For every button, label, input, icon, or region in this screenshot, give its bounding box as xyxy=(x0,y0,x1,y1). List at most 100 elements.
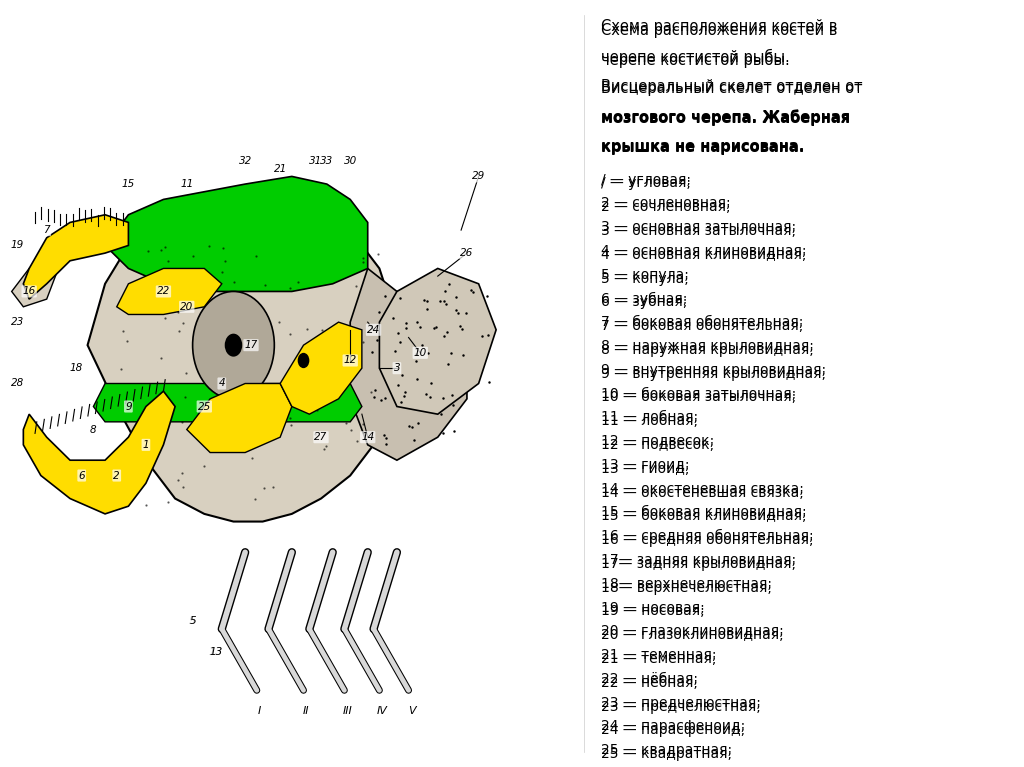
Text: 7 — боковая обонятельная;: 7 — боковая обонятельная; xyxy=(601,315,804,329)
Text: 11 — лобная;: 11 — лобная; xyxy=(601,410,698,424)
Text: 18— верхнечелюстная;: 18— верхнечелюстная; xyxy=(601,581,772,594)
Text: 24 — парасфеноид;: 24 — парасфеноид; xyxy=(601,723,745,737)
Text: 4: 4 xyxy=(218,378,225,389)
Text: 10 — боковая затылочная;: 10 — боковая затылочная; xyxy=(601,390,797,404)
Text: 3: 3 xyxy=(393,363,400,374)
Text: 25: 25 xyxy=(198,401,211,412)
Text: 28: 28 xyxy=(11,378,25,389)
Polygon shape xyxy=(105,176,368,291)
Text: 18— верхнечелюстная;: 18— верхнечелюстная; xyxy=(601,577,772,591)
Text: 8 — наружная крыловидная;: 8 — наружная крыловидная; xyxy=(601,343,814,357)
Text: 10 — боковая затылочная;: 10 — боковая затылочная; xyxy=(601,387,797,400)
Text: I: I xyxy=(258,706,261,716)
Text: 15: 15 xyxy=(122,179,135,189)
Text: 14 — окостеневшая связка;: 14 — окостеневшая связка; xyxy=(601,482,804,495)
Text: 17— задняя крыловидная;: 17— задняя крыловидная; xyxy=(601,557,797,571)
Text: 21 — теменная;: 21 — теменная; xyxy=(601,648,717,662)
Text: 16 — средняя обонятельная;: 16 — средняя обонятельная; xyxy=(601,533,814,547)
Circle shape xyxy=(298,353,309,368)
Text: 22 — нёбная;: 22 — нёбная; xyxy=(601,676,698,690)
Text: IV: IV xyxy=(377,706,388,716)
Polygon shape xyxy=(117,268,222,314)
Text: 16: 16 xyxy=(23,286,36,297)
Polygon shape xyxy=(93,384,361,422)
Text: 25 — квадратная;: 25 — квадратная; xyxy=(601,743,732,757)
Polygon shape xyxy=(186,384,292,453)
Text: 18: 18 xyxy=(70,363,83,374)
Text: 6 — зубная;: 6 — зубная; xyxy=(601,291,688,305)
Text: III: III xyxy=(342,706,352,716)
Text: 12 — подвесок;: 12 — подвесок; xyxy=(601,434,715,448)
Polygon shape xyxy=(24,215,128,299)
Text: 25 — квадратная;: 25 — квадратная; xyxy=(601,747,732,761)
Circle shape xyxy=(224,334,243,357)
Text: 15 — боковая клиновидная;: 15 — боковая клиновидная; xyxy=(601,505,807,519)
Polygon shape xyxy=(11,253,58,307)
Polygon shape xyxy=(281,322,361,414)
Text: Схема расположения костей в: Схема расположения костей в xyxy=(601,19,838,35)
Text: 1: 1 xyxy=(142,439,150,450)
Text: мозгового черепа. Жаберная: мозгового черепа. Жаберная xyxy=(601,110,850,127)
Text: 13 — гиоид;: 13 — гиоид; xyxy=(601,458,690,472)
Text: 5 — копула;: 5 — копула; xyxy=(601,272,689,285)
Text: 3 — основная затылочная;: 3 — основная затылочная; xyxy=(601,224,797,238)
Polygon shape xyxy=(350,268,467,460)
Polygon shape xyxy=(379,268,496,414)
Text: 31: 31 xyxy=(308,156,322,166)
Text: 4 — основная клиновидная;: 4 — основная клиновидная; xyxy=(601,248,807,262)
Text: 4 — основная клиновидная;: 4 — основная клиновидная; xyxy=(601,244,807,258)
Text: II: II xyxy=(303,706,309,716)
Text: 19 — носовая;: 19 — носовая; xyxy=(601,601,706,614)
Text: 24 — парасфеноид;: 24 — парасфеноид; xyxy=(601,719,745,733)
Text: V: V xyxy=(408,706,416,716)
Text: Висцеральный скелет отделен от: Висцеральный скелет отделен от xyxy=(601,81,863,97)
Text: 17— задняя крыловидная;: 17— задняя крыловидная; xyxy=(601,553,797,567)
Text: 29: 29 xyxy=(472,171,485,182)
Text: 13 — гиоид;: 13 — гиоид; xyxy=(601,462,690,476)
Text: 15 — боковая клиновидная;: 15 — боковая клиновидная; xyxy=(601,509,807,523)
Text: 8: 8 xyxy=(90,424,96,435)
Circle shape xyxy=(193,291,274,399)
Text: 2: 2 xyxy=(114,470,120,481)
Text: 26: 26 xyxy=(461,248,473,258)
Text: 24: 24 xyxy=(367,324,380,335)
Text: 9: 9 xyxy=(125,401,132,412)
Text: 20: 20 xyxy=(180,301,194,312)
Text: 30: 30 xyxy=(344,156,356,166)
Text: 22 — нёбная;: 22 — нёбная; xyxy=(601,672,698,686)
Text: 13: 13 xyxy=(209,647,222,657)
Text: 22: 22 xyxy=(157,286,170,297)
Text: 10: 10 xyxy=(414,347,427,358)
Text: 8 — наружная крыловидная;: 8 — наружная крыловидная; xyxy=(601,339,814,353)
Text: 6 — зубная;: 6 — зубная; xyxy=(601,295,688,309)
Text: Висцеральный скелет отделен от: Висцеральный скелет отделен от xyxy=(601,79,863,94)
Text: 20 — глазоклиновидная;: 20 — глазоклиновидная; xyxy=(601,624,784,638)
Polygon shape xyxy=(24,391,175,514)
Text: 33: 33 xyxy=(321,156,334,166)
Text: черепе костистой рыбы.: черепе костистой рыбы. xyxy=(601,52,791,68)
Text: Схема расположения костей в: Схема расположения костей в xyxy=(601,23,838,38)
Text: 9 — внутренняя крыловидная;: 9 — внутренняя крыловидная; xyxy=(601,367,826,380)
Text: крышка не нарисована.: крышка не нарисована. xyxy=(601,139,805,154)
Text: 9 — внутренняя крыловидная;: 9 — внутренняя крыловидная; xyxy=(601,363,826,377)
Text: / — угловая;: / — угловая; xyxy=(601,173,691,186)
Text: 21 — теменная;: 21 — теменная; xyxy=(601,652,717,666)
Text: 19: 19 xyxy=(11,240,25,251)
Text: 11 — лобная;: 11 — лобная; xyxy=(601,414,698,428)
Text: 12: 12 xyxy=(344,355,356,366)
Text: 32: 32 xyxy=(239,156,252,166)
Text: 7 — боковая обонятельная;: 7 — боковая обонятельная; xyxy=(601,319,804,333)
Text: 5 — копула;: 5 — копула; xyxy=(601,268,689,281)
Text: 16 — средняя обонятельная;: 16 — средняя обонятельная; xyxy=(601,529,814,543)
Text: 13: 13 xyxy=(209,647,223,657)
Text: 23 — предчелюстная;: 23 — предчелюстная; xyxy=(601,700,761,713)
Text: 17: 17 xyxy=(245,340,258,351)
Text: 6: 6 xyxy=(79,470,85,481)
Polygon shape xyxy=(87,207,397,522)
Text: 19 — носовая;: 19 — носовая; xyxy=(601,604,706,618)
Text: мозгового черепа. Жаберная: мозгового черепа. Жаберная xyxy=(601,109,850,125)
Text: черепе костистой рыбы.: черепе костистой рыбы. xyxy=(601,49,791,65)
Text: 3 — основная затылочная;: 3 — основная затылочная; xyxy=(601,220,797,234)
Text: 23: 23 xyxy=(11,317,25,328)
Text: 11: 11 xyxy=(180,179,194,189)
